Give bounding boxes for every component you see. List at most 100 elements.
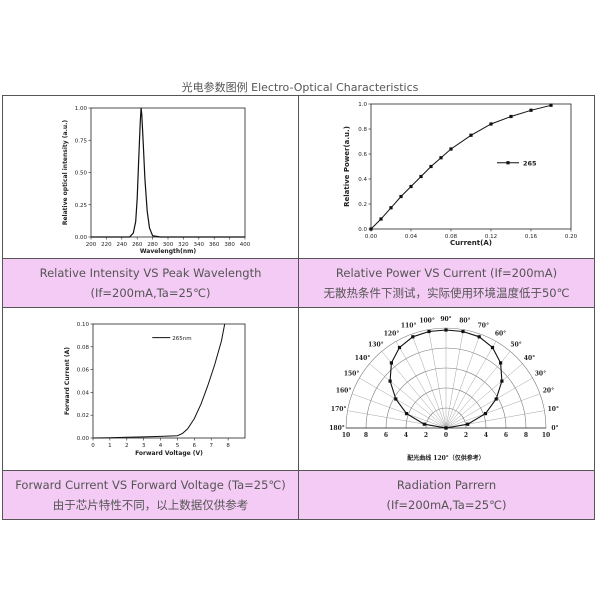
radiation-title: 配光曲线 120°（仅供参考）: [407, 454, 485, 462]
radiation-point: [500, 379, 504, 383]
radial-tick-label: 10: [342, 432, 350, 439]
radiation-point: [490, 345, 495, 350]
radiation-point: [404, 412, 409, 416]
iv-caption-note: 由于芯片特性不同，以上数据仅供参考: [52, 498, 249, 512]
angle-label: 70°: [478, 323, 489, 330]
polar-spoke: [445, 329, 464, 429]
x-tick-label: 320: [178, 242, 189, 248]
data-point: [469, 133, 473, 137]
y-axis-label: Relative optical intensity (a.u.): [62, 120, 69, 226]
angle-label: 20°: [543, 388, 554, 395]
series-line: [92, 323, 226, 439]
y-tick-label: 0.50: [75, 171, 88, 177]
angle-label: 10°: [548, 406, 559, 413]
radial-tick-label: 4: [484, 432, 488, 439]
x-tick-label: 0.20: [565, 234, 578, 240]
data-point: [449, 147, 453, 151]
power-caption-conditions: 无散热条件下测试，实际使用环境温度低于50℃: [323, 286, 570, 300]
radial-tick-label: 2: [464, 432, 468, 439]
y-tick-label: 0.04: [77, 390, 90, 396]
data-point: [549, 103, 553, 107]
polar-spoke: [445, 377, 533, 429]
data-point: [389, 206, 393, 210]
data-point: [409, 184, 413, 189]
x-tick-label: 0.16: [525, 234, 538, 240]
angle-label: 140°: [355, 355, 371, 362]
plot-frame: [92, 323, 246, 439]
radiation-point: [389, 361, 393, 365]
power-chart: 0.00 0.04 0.08 0.12 0.16 0.20 0.0 0.2 0.4 0.6 0.8 1…: [343, 102, 578, 247]
x-tick-label: 4: [159, 443, 163, 449]
power-caption: Relative Power VS Current (If=200mA) 无散热…: [298, 258, 595, 308]
radial-tick-label: 8: [524, 432, 528, 439]
iv-chart: 0 1 2 3 4 5 6 7 8 0.00 0.02 0.04 0.06 0.08 0.10 Forward…: [64, 322, 246, 457]
radiation-point: [483, 412, 488, 416]
polar-spoke: [445, 363, 523, 429]
series-line: [91, 107, 245, 238]
radiation-point: [427, 329, 431, 334]
x-axis-label: Forward Voltage (V): [135, 450, 203, 457]
angle-label: 50°: [510, 342, 521, 349]
y-tick-label: 0.25: [75, 203, 88, 209]
spectrum-chart: 200 220 240 260 280 300 320 340 360 380 400 0.00 0.2…: [62, 106, 251, 255]
radiation-point: [388, 379, 392, 383]
data-point: [379, 217, 383, 221]
radiation-point: [466, 422, 470, 426]
angle-label: 60°: [495, 331, 506, 338]
polar-spoke: [411, 333, 447, 429]
power-chart-cell: 0.00 0.04 0.08 0.12 0.16 0.20 0.0 0.2 0.4 0.6 0.8 1…: [298, 95, 595, 259]
angle-label: 90°: [440, 316, 451, 323]
x-axis-label: Wavelength(nm): [140, 248, 197, 255]
radiation-point: [499, 361, 503, 365]
radiation-point: [494, 397, 498, 401]
legend-label: 265nm: [172, 336, 191, 342]
y-axis-label: Relative Power(a.u.): [343, 126, 351, 207]
x-tick-label: 0: [91, 443, 95, 449]
x-tick-label: 2: [125, 443, 128, 449]
x-tick-label: 0.08: [445, 234, 458, 240]
radial-tick-label: 4: [404, 432, 408, 439]
polar-spoke: [395, 341, 447, 429]
angle-label: 100°: [419, 318, 435, 325]
spectrum-chart-cell: 200 220 240 260 280 300 320 340 360 380 400 0.00 0.2…: [2, 95, 299, 259]
page-title: 光电参数图例 Electro-Optical Characteristics: [181, 81, 419, 94]
angle-label: 80°: [459, 318, 470, 325]
radiation-caption-title: Radiation Parrern: [396, 478, 497, 492]
polar-spoke: [359, 377, 447, 429]
x-tick-label: 3: [142, 443, 146, 449]
x-tick-label: 0.12: [485, 234, 497, 240]
y-tick-label: 0.08: [77, 345, 90, 351]
x-tick-label: 400: [240, 242, 251, 248]
data-point: [439, 156, 443, 160]
radiation-point: [411, 335, 415, 339]
angle-label: 110°: [401, 323, 417, 330]
x-tick-label: 6: [193, 443, 197, 449]
x-tick-label: 220: [101, 242, 112, 248]
radiation-point: [461, 329, 465, 334]
x-tick-label: 280: [147, 242, 158, 248]
legend-marker: [506, 161, 510, 165]
polar-spoke: [428, 329, 447, 429]
y-tick-label: 0.00: [75, 235, 88, 241]
series-line: [370, 104, 552, 230]
angle-label: 160°: [336, 388, 352, 395]
plot-frame: [370, 103, 572, 230]
angle-label: 40°: [524, 355, 535, 362]
radiation-point: [397, 345, 402, 350]
iv-caption: Forward Current VS Forward Voltage (Ta=2…: [2, 470, 299, 520]
angle-label: 150°: [344, 371, 360, 378]
polar-spoke: [445, 341, 497, 429]
radial-tick-label: 10: [542, 432, 550, 439]
y-tick-label: 0.06: [77, 368, 90, 374]
plot-frame: [90, 107, 246, 238]
radial-tick-label: 6: [384, 432, 388, 439]
x-tick-label: 200: [86, 242, 97, 248]
angle-label: 170°: [331, 406, 347, 413]
data-point: [429, 164, 433, 169]
angle-label: 130°: [368, 342, 384, 349]
y-tick-label: 1.0: [358, 102, 367, 108]
x-tick-label: 1: [108, 443, 112, 449]
y-tick-label: 0.8: [358, 127, 367, 133]
radiation-chart-cell: 0° 10° 20° 30° 40° 50° 60° 70° 80° 90° 100° 110° 120…: [298, 307, 595, 471]
data-point: [399, 194, 403, 199]
